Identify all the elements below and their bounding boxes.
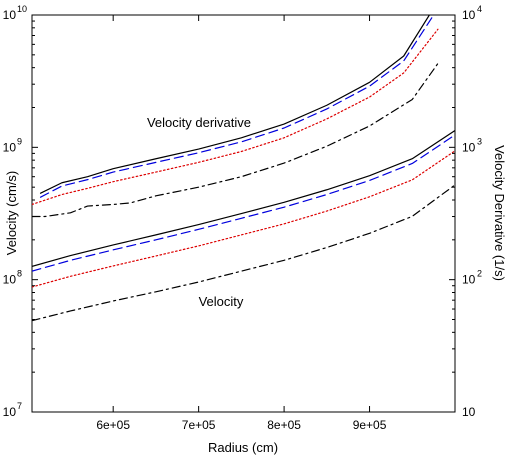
right-tick-label-3: 10: [462, 8, 476, 22]
series-line-velocity-dashed: [32, 134, 455, 272]
left-tick-label-2: 10: [3, 140, 17, 154]
left-tick-exponent-3: 10: [17, 4, 27, 14]
right-axis-label: Velocity Derivative (1/s): [492, 145, 505, 281]
x-axis-label: Radius (cm): [208, 440, 278, 455]
series-line-velocity_derivative-solid: [39, 15, 430, 194]
right-tick-exponent-1: 2: [477, 269, 482, 279]
x-axis-ticks: 6e+05 7e+05 8e+05 9e+05: [96, 15, 387, 432]
annotation-velocity-derivative: Velocity derivative: [147, 115, 251, 130]
left-tick-label-0: 10: [3, 405, 17, 419]
x-tick-label-3: 9e+05: [353, 418, 387, 432]
left-tick-exponent-0: 7: [17, 401, 22, 411]
left-axis-label: Velocity (cm/s): [4, 171, 19, 256]
x-tick-label-0: 6e+05: [96, 418, 130, 432]
x-tick-label-1: 7e+05: [182, 418, 216, 432]
left-tick-exponent-2: 9: [17, 136, 22, 146]
right-tick-label-0: 10: [462, 405, 476, 419]
series-line-velocity-dotted: [32, 150, 455, 288]
left-tick-label-3: 10: [3, 8, 17, 22]
annotation-velocity: Velocity: [199, 294, 244, 309]
series-line-velocity_derivative-dotted: [32, 28, 439, 206]
series-line-velocity_derivative-dashdot: [32, 62, 439, 218]
x-tick-label-2: 8e+05: [267, 418, 301, 432]
series-line-velocity-dashdot: [32, 184, 455, 322]
left-tick-label-1: 10: [3, 273, 17, 287]
right-tick-label-2: 10: [462, 140, 476, 154]
right-tick-exponent-3: 4: [477, 4, 482, 14]
series-layer: [32, 15, 455, 322]
series-line-velocity-solid: [32, 129, 455, 267]
left-tick-exponent-1: 8: [17, 269, 22, 279]
right-tick-label-1: 10: [462, 273, 476, 287]
series-line-velocity_derivative-dashed: [39, 15, 435, 198]
right-tick-exponent-2: 3: [477, 136, 482, 146]
